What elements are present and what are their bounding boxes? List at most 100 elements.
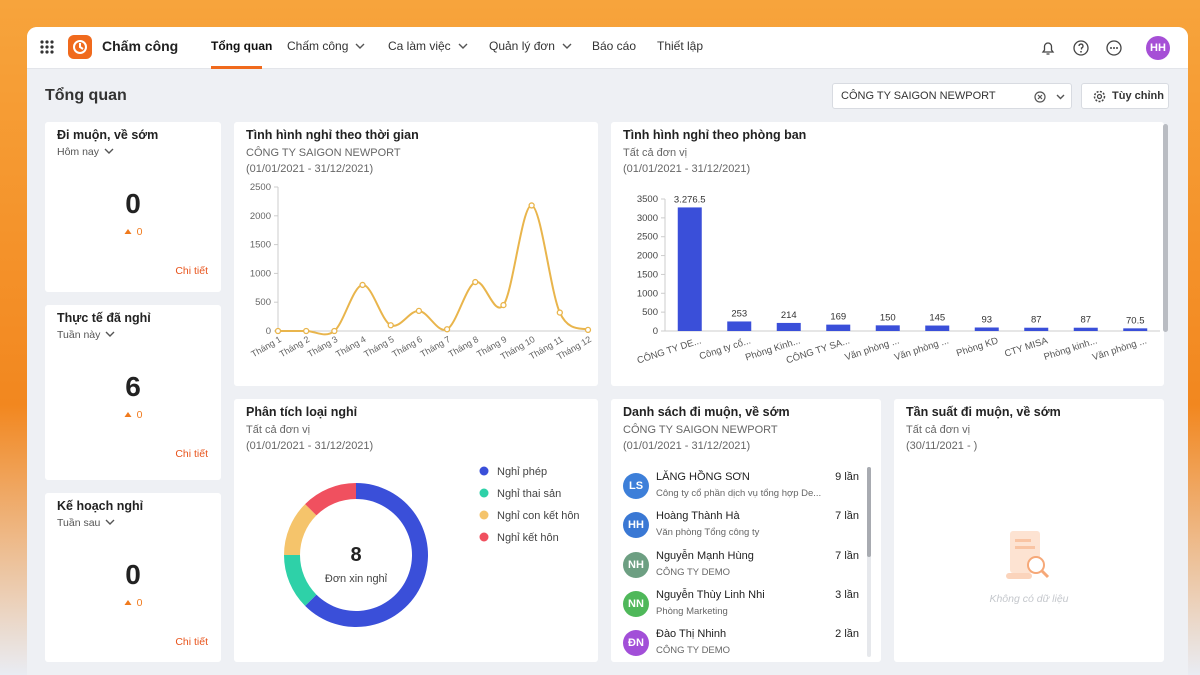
more-icon[interactable] [1105, 39, 1123, 57]
nav-item[interactable]: Quản lý đơn [489, 39, 572, 53]
item-count: 7 lần [835, 549, 859, 562]
donut-slice [284, 555, 317, 606]
stat-change: 0 [45, 409, 221, 421]
legend-label: Nghỉ con kết hôn [497, 510, 580, 522]
nav-item[interactable]: Báo cáo [592, 39, 636, 53]
app-logo [68, 35, 92, 59]
y-tick-label: 2500 [250, 182, 271, 193]
app-launcher-icon[interactable] [40, 40, 54, 54]
list-item[interactable]: NN Nguyễn Thùy Linh Nhi Phòng Marketing 3 l… [623, 587, 859, 626]
select-icons [1034, 91, 1065, 103]
customize-button[interactable]: Tùy chỉnh [1081, 83, 1169, 109]
chevron [355, 43, 365, 49]
bar [974, 327, 999, 331]
point [556, 309, 563, 316]
stat-change: 0 [45, 597, 221, 609]
y-tick-label: 1000 [250, 268, 271, 279]
item-count: 9 lần [835, 471, 859, 483]
y-tick-label: 2000 [637, 251, 658, 262]
x-tick-label: Công ty cổ... [698, 335, 752, 362]
detail-link[interactable]: Chi tiết [175, 448, 208, 460]
legend-swatch [479, 466, 489, 476]
item-org: CÔNG TY DEMO [656, 566, 731, 578]
nav-item[interactable]: Ca làm việc [388, 39, 468, 53]
nav-underline [211, 66, 262, 69]
donut-center-label: Đơn xin nghỉ [325, 573, 388, 585]
chevron-icon [458, 43, 468, 49]
bell-icon[interactable] [1039, 39, 1057, 57]
card-date-range: (01/01/2021 - 31/12/2021) [246, 163, 374, 175]
y-tick-label: 2500 [637, 232, 658, 243]
value-label: 214 [781, 310, 797, 321]
period-label: Tuần sau [57, 517, 101, 529]
triangle [124, 229, 132, 234]
nav-item[interactable]: Tổng quan [211, 39, 272, 53]
item-avatar: ĐN [623, 630, 649, 657]
chevron [105, 519, 115, 525]
x-tick-label: Tháng 3 [306, 334, 340, 359]
card-title: Phân tích loại nghỉ [246, 405, 358, 419]
y-tick-label: 0 [653, 326, 658, 337]
nav-label: Quản lý đơn [489, 39, 555, 53]
list-scroll-track [867, 467, 871, 657]
select-value: CÔNG TY SAIGON NEWPORT [841, 90, 996, 102]
list-item[interactable]: NH Nguyễn Mạnh Hùng CÔNG TY DEMO 7 lần [623, 548, 859, 587]
chevron-icon [104, 148, 114, 154]
point [500, 301, 507, 309]
y-tick-label: 3500 [637, 194, 658, 205]
point [359, 281, 366, 289]
card-subtitle: Tất cả đơn vị [246, 424, 311, 436]
top-bar [27, 27, 1188, 69]
card-subtitle: CÔNG TY SAIGON NEWPORT [623, 424, 778, 436]
stat-period[interactable]: Tuần này [57, 329, 115, 341]
x-tick-label: Tháng 8 [447, 334, 481, 359]
bar [1024, 327, 1049, 331]
list-item[interactable]: HH Hoàng Thành Hà Văn phòng Tổng công ty 7 … [623, 508, 859, 547]
y-tick-label: 0 [266, 326, 271, 337]
item-avatar: NH [623, 551, 649, 578]
y-tick-label: 3000 [637, 213, 658, 224]
card-title: Tần suất đi muộn, về sớm [906, 405, 1061, 419]
chevron [562, 43, 572, 49]
point [415, 307, 423, 314]
nav-item[interactable]: Chấm công [287, 39, 365, 53]
nav-label: Báo cáo [592, 39, 637, 53]
up-arrow-icon [124, 229, 132, 234]
value-label: 145 [929, 313, 945, 324]
chevron [104, 148, 114, 154]
donut-slice [305, 483, 356, 516]
point [331, 327, 338, 335]
help-icon[interactable] [1072, 39, 1090, 57]
item-count: 7 lần [835, 510, 859, 523]
y-tick-label: 1500 [250, 240, 271, 251]
point [443, 326, 451, 333]
stat-value: 0 [125, 559, 141, 590]
stat-card: Thực tế đã nghỉ Tuần này 6 0 Chi tiết [45, 305, 221, 480]
point [274, 327, 282, 335]
x-tick-label: Phòng KD [955, 335, 1000, 359]
x-tick-label: Tháng 6 [390, 334, 424, 359]
list-scrollbar[interactable] [867, 467, 871, 557]
x-tick-label: Tháng 7 [418, 334, 452, 359]
list-item[interactable]: ĐN Đào Thị Nhinh CÔNG TY DEMO 2 lần [623, 626, 859, 662]
user-avatar[interactable]: HH [1146, 36, 1170, 60]
point [584, 326, 592, 333]
value-label: 253 [731, 308, 747, 319]
stat-period[interactable]: Tuần sau [57, 517, 115, 529]
bar-chart: 0 500 1000 1500 2000 2500 3000 3500 3.276.5 CÔNG … [636, 194, 1160, 366]
detail-link[interactable]: Chi tiết [175, 265, 208, 277]
value-label: 93 [981, 314, 992, 325]
scrollbar[interactable] [1163, 124, 1168, 332]
page-title: Tổng quan [45, 87, 127, 104]
stat-period[interactable]: Hôm nay [57, 146, 114, 158]
value-label: 70.5 [1126, 315, 1145, 326]
company-select[interactable]: CÔNG TY SAIGON NEWPORT [832, 83, 1072, 109]
card-title: Tình hình nghỉ theo phòng ban [623, 128, 807, 142]
detail-link[interactable]: Chi tiết [175, 636, 208, 648]
nav-label: Thiết lập [657, 39, 704, 53]
card-title: Tình hình nghỉ theo thời gian [246, 128, 419, 142]
period-label: Hôm nay [57, 146, 100, 158]
list-item[interactable]: LS LĂNG HỒNG SƠN Công ty cổ phần dịch vụ t… [623, 469, 859, 508]
nav-item[interactable]: Thiết lập [657, 39, 703, 53]
nav-label: Chấm công [287, 39, 349, 53]
